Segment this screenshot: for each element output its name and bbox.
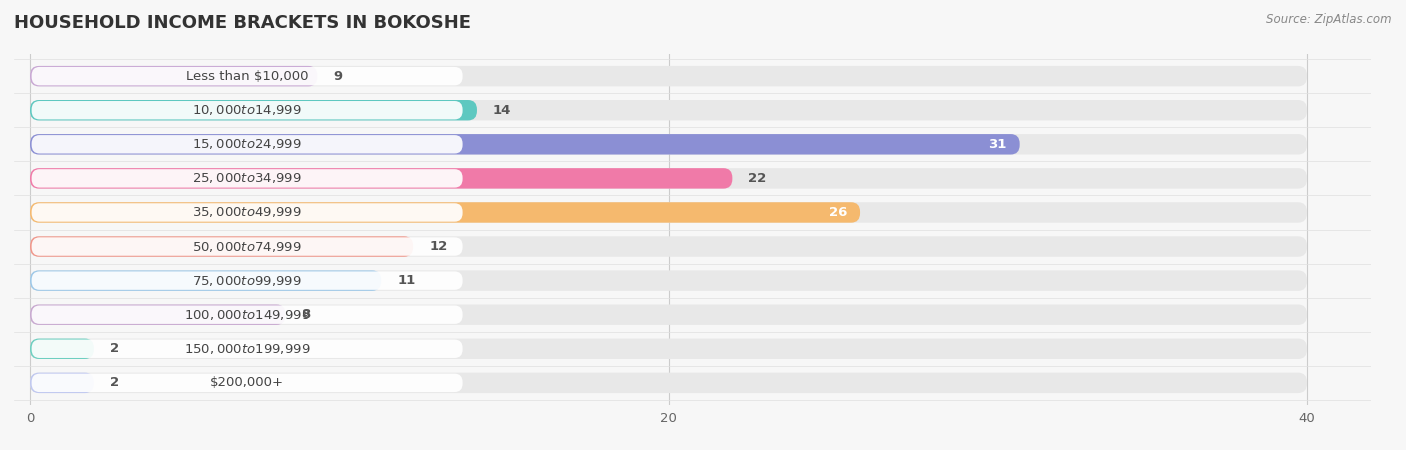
FancyBboxPatch shape (30, 168, 1308, 189)
Text: Less than $10,000: Less than $10,000 (186, 70, 308, 83)
FancyBboxPatch shape (31, 271, 463, 290)
FancyBboxPatch shape (31, 237, 463, 256)
Text: 12: 12 (429, 240, 447, 253)
Text: 11: 11 (396, 274, 415, 287)
FancyBboxPatch shape (30, 134, 1019, 154)
Text: $50,000 to $74,999: $50,000 to $74,999 (193, 239, 302, 253)
Text: 22: 22 (748, 172, 766, 185)
Text: $150,000 to $199,999: $150,000 to $199,999 (184, 342, 311, 356)
FancyBboxPatch shape (30, 236, 413, 257)
Text: Source: ZipAtlas.com: Source: ZipAtlas.com (1267, 14, 1392, 27)
FancyBboxPatch shape (31, 340, 463, 358)
FancyBboxPatch shape (30, 270, 381, 291)
FancyBboxPatch shape (31, 101, 463, 119)
FancyBboxPatch shape (30, 66, 1308, 86)
Text: $25,000 to $34,999: $25,000 to $34,999 (193, 171, 302, 185)
Text: 14: 14 (494, 104, 512, 117)
FancyBboxPatch shape (31, 67, 463, 86)
FancyBboxPatch shape (30, 373, 94, 393)
Text: HOUSEHOLD INCOME BRACKETS IN BOKOSHE: HOUSEHOLD INCOME BRACKETS IN BOKOSHE (14, 14, 471, 32)
FancyBboxPatch shape (30, 100, 1308, 121)
Text: $100,000 to $149,999: $100,000 to $149,999 (184, 308, 311, 322)
FancyBboxPatch shape (31, 135, 463, 153)
Text: $10,000 to $14,999: $10,000 to $14,999 (193, 103, 302, 117)
Text: 2: 2 (110, 376, 120, 389)
FancyBboxPatch shape (30, 202, 860, 223)
FancyBboxPatch shape (30, 338, 1308, 359)
Text: $35,000 to $49,999: $35,000 to $49,999 (193, 206, 302, 220)
FancyBboxPatch shape (31, 203, 463, 222)
FancyBboxPatch shape (30, 202, 1308, 223)
FancyBboxPatch shape (30, 305, 1308, 325)
FancyBboxPatch shape (30, 66, 318, 86)
Text: 8: 8 (301, 308, 311, 321)
FancyBboxPatch shape (30, 100, 477, 121)
Text: $200,000+: $200,000+ (209, 376, 284, 389)
Text: $15,000 to $24,999: $15,000 to $24,999 (193, 137, 302, 151)
Text: 2: 2 (110, 342, 120, 355)
FancyBboxPatch shape (30, 168, 733, 189)
FancyBboxPatch shape (31, 306, 463, 324)
Text: 26: 26 (830, 206, 848, 219)
FancyBboxPatch shape (30, 338, 94, 359)
FancyBboxPatch shape (30, 373, 1308, 393)
Text: $75,000 to $99,999: $75,000 to $99,999 (193, 274, 302, 288)
Text: 31: 31 (988, 138, 1007, 151)
FancyBboxPatch shape (30, 236, 1308, 257)
FancyBboxPatch shape (30, 134, 1308, 154)
FancyBboxPatch shape (31, 169, 463, 188)
Text: 9: 9 (333, 70, 343, 83)
FancyBboxPatch shape (30, 270, 1308, 291)
FancyBboxPatch shape (31, 374, 463, 392)
FancyBboxPatch shape (30, 305, 285, 325)
